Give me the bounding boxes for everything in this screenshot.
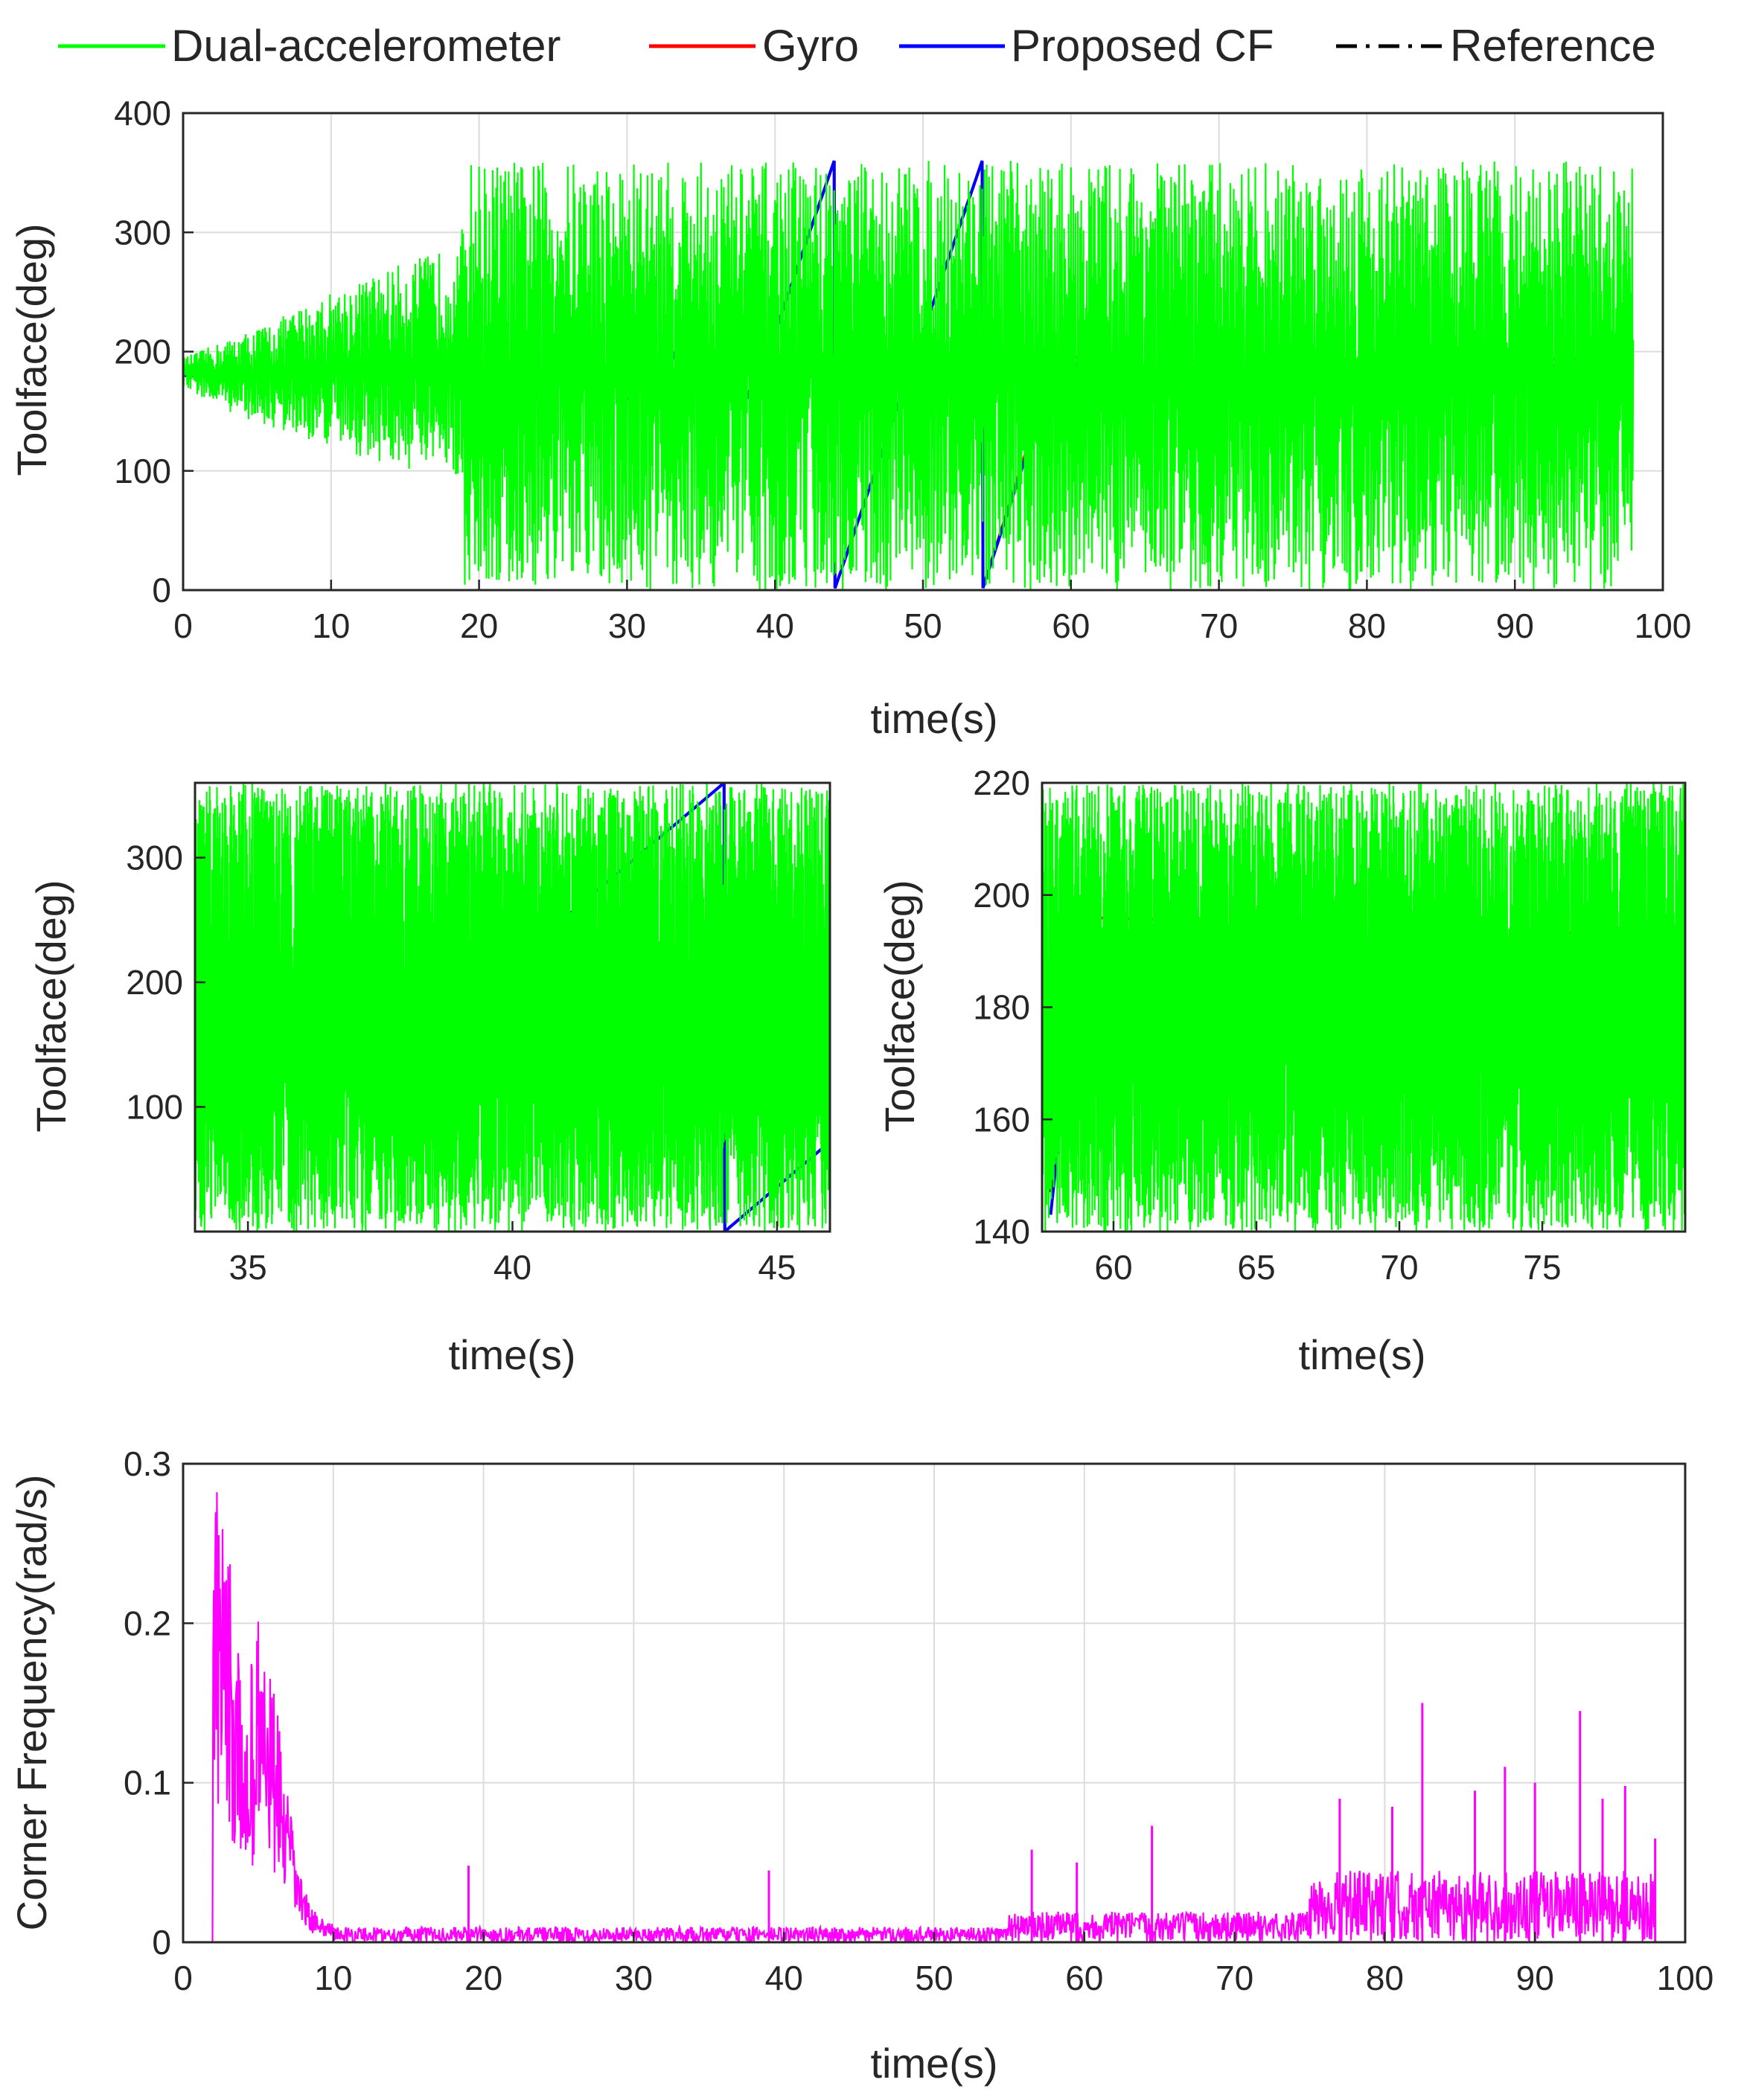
x-axis-label: time(s) bbox=[448, 1331, 575, 1378]
y-tick-label: 100 bbox=[114, 452, 171, 490]
x-tick-label: 90 bbox=[1516, 1959, 1554, 1997]
y-tick-label: 180 bbox=[973, 988, 1030, 1027]
x-tick-label: 60 bbox=[1065, 1959, 1103, 1997]
y-tick-label: 300 bbox=[114, 213, 171, 252]
y-axis-label: Toolface(deg) bbox=[8, 223, 55, 476]
x-tick-label: 50 bbox=[904, 606, 942, 645]
y-tick-label: 0.2 bbox=[124, 1604, 171, 1642]
y-tick-label: 0.3 bbox=[124, 1444, 171, 1483]
y-tick-label: 0 bbox=[152, 1923, 171, 1962]
x-tick-label: 80 bbox=[1366, 1959, 1404, 1997]
y-axis-label: Toolface(deg) bbox=[28, 880, 74, 1132]
x-tick-label: 0 bbox=[173, 606, 193, 645]
plot-area bbox=[195, 783, 830, 1232]
panel-corner-frequency: 0 10 20 30 40 50 60 70 80 90 100 0 0.1 0.2 0.3 time(s) C… bbox=[8, 1444, 1713, 2087]
legend-label-ref: Reference bbox=[1450, 21, 1656, 71]
x-tick-label: 50 bbox=[915, 1959, 953, 1997]
x-tick-label: 60 bbox=[1052, 606, 1090, 645]
legend: Dual-accelerometer Gyro Proposed CF Refe… bbox=[58, 21, 1656, 71]
panel-zoom-steps: 60 65 70 75 140 160 180 200 220 time(s) Toolface(d… bbox=[876, 764, 1687, 1378]
y-tick-label: 140 bbox=[973, 1212, 1030, 1251]
x-tick-label: 90 bbox=[1496, 606, 1534, 645]
plot-area bbox=[183, 1492, 1657, 1942]
x-tick-label: 10 bbox=[314, 1959, 352, 1997]
series-corner-frequency bbox=[183, 1492, 1656, 1942]
x-tick-label: 30 bbox=[608, 606, 646, 645]
x-tick-label: 60 bbox=[1094, 1248, 1132, 1287]
y-tick-label: 160 bbox=[973, 1100, 1030, 1139]
series-dual-accelerometer bbox=[195, 783, 830, 1232]
x-axis-label: time(s) bbox=[870, 695, 997, 742]
plot-area bbox=[1042, 783, 1685, 1232]
x-tick-label: 40 bbox=[756, 606, 794, 645]
x-tick-label: 30 bbox=[615, 1959, 653, 1997]
x-tick-label: 45 bbox=[758, 1248, 796, 1287]
x-tick-label: 10 bbox=[312, 606, 350, 645]
panel-zoom-ramp: 35 40 45 100 200 300 time(s) Toolface(deg) bbox=[28, 781, 831, 1378]
x-axis-label: time(s) bbox=[1298, 1331, 1425, 1378]
y-tick-label: 100 bbox=[126, 1088, 183, 1127]
x-tick-label: 70 bbox=[1200, 606, 1238, 645]
y-axis-label: Corner Frequency(rad/s) bbox=[8, 1474, 55, 1930]
y-tick-label: 200 bbox=[114, 333, 171, 371]
plot-area bbox=[183, 160, 1635, 590]
y-axis-label: Toolface(deg) bbox=[876, 880, 923, 1132]
x-tick-label: 70 bbox=[1215, 1959, 1253, 1997]
y-tick-label: 0 bbox=[152, 571, 171, 609]
series-dual-accelerometer bbox=[1042, 783, 1685, 1232]
x-tick-label: 75 bbox=[1523, 1248, 1561, 1287]
legend-label-dual: Dual-accelerometer bbox=[171, 21, 561, 71]
legend-label-gyro: Gyro bbox=[762, 21, 859, 71]
x-axis-label: time(s) bbox=[870, 2040, 997, 2087]
series-dual-accelerometer bbox=[183, 161, 1635, 590]
x-tick-label: 20 bbox=[460, 606, 498, 645]
x-tick-label: 40 bbox=[765, 1959, 803, 1997]
x-tick-label: 40 bbox=[493, 1248, 531, 1287]
x-tick-label: 80 bbox=[1348, 606, 1386, 645]
x-tick-label: 100 bbox=[1635, 606, 1692, 645]
y-tick-label: 400 bbox=[114, 94, 171, 132]
x-tick-label: 20 bbox=[464, 1959, 502, 1997]
y-tick-label: 200 bbox=[973, 876, 1030, 915]
x-tick-label: 0 bbox=[173, 1959, 193, 1997]
x-tick-label: 70 bbox=[1380, 1248, 1418, 1287]
panel-main: 0 10 20 30 40 50 60 70 80 90 100 0 100 200 300 400 time(… bbox=[8, 94, 1691, 742]
y-tick-label: 0.1 bbox=[124, 1764, 171, 1802]
x-tick-label: 35 bbox=[229, 1248, 266, 1287]
x-tick-label: 100 bbox=[1657, 1959, 1714, 1997]
x-tick-label: 65 bbox=[1237, 1248, 1275, 1287]
y-tick-label: 220 bbox=[973, 764, 1030, 802]
y-tick-label: 200 bbox=[126, 963, 183, 1002]
legend-label-cf: Proposed CF bbox=[1011, 21, 1274, 71]
y-tick-label: 300 bbox=[126, 839, 183, 877]
